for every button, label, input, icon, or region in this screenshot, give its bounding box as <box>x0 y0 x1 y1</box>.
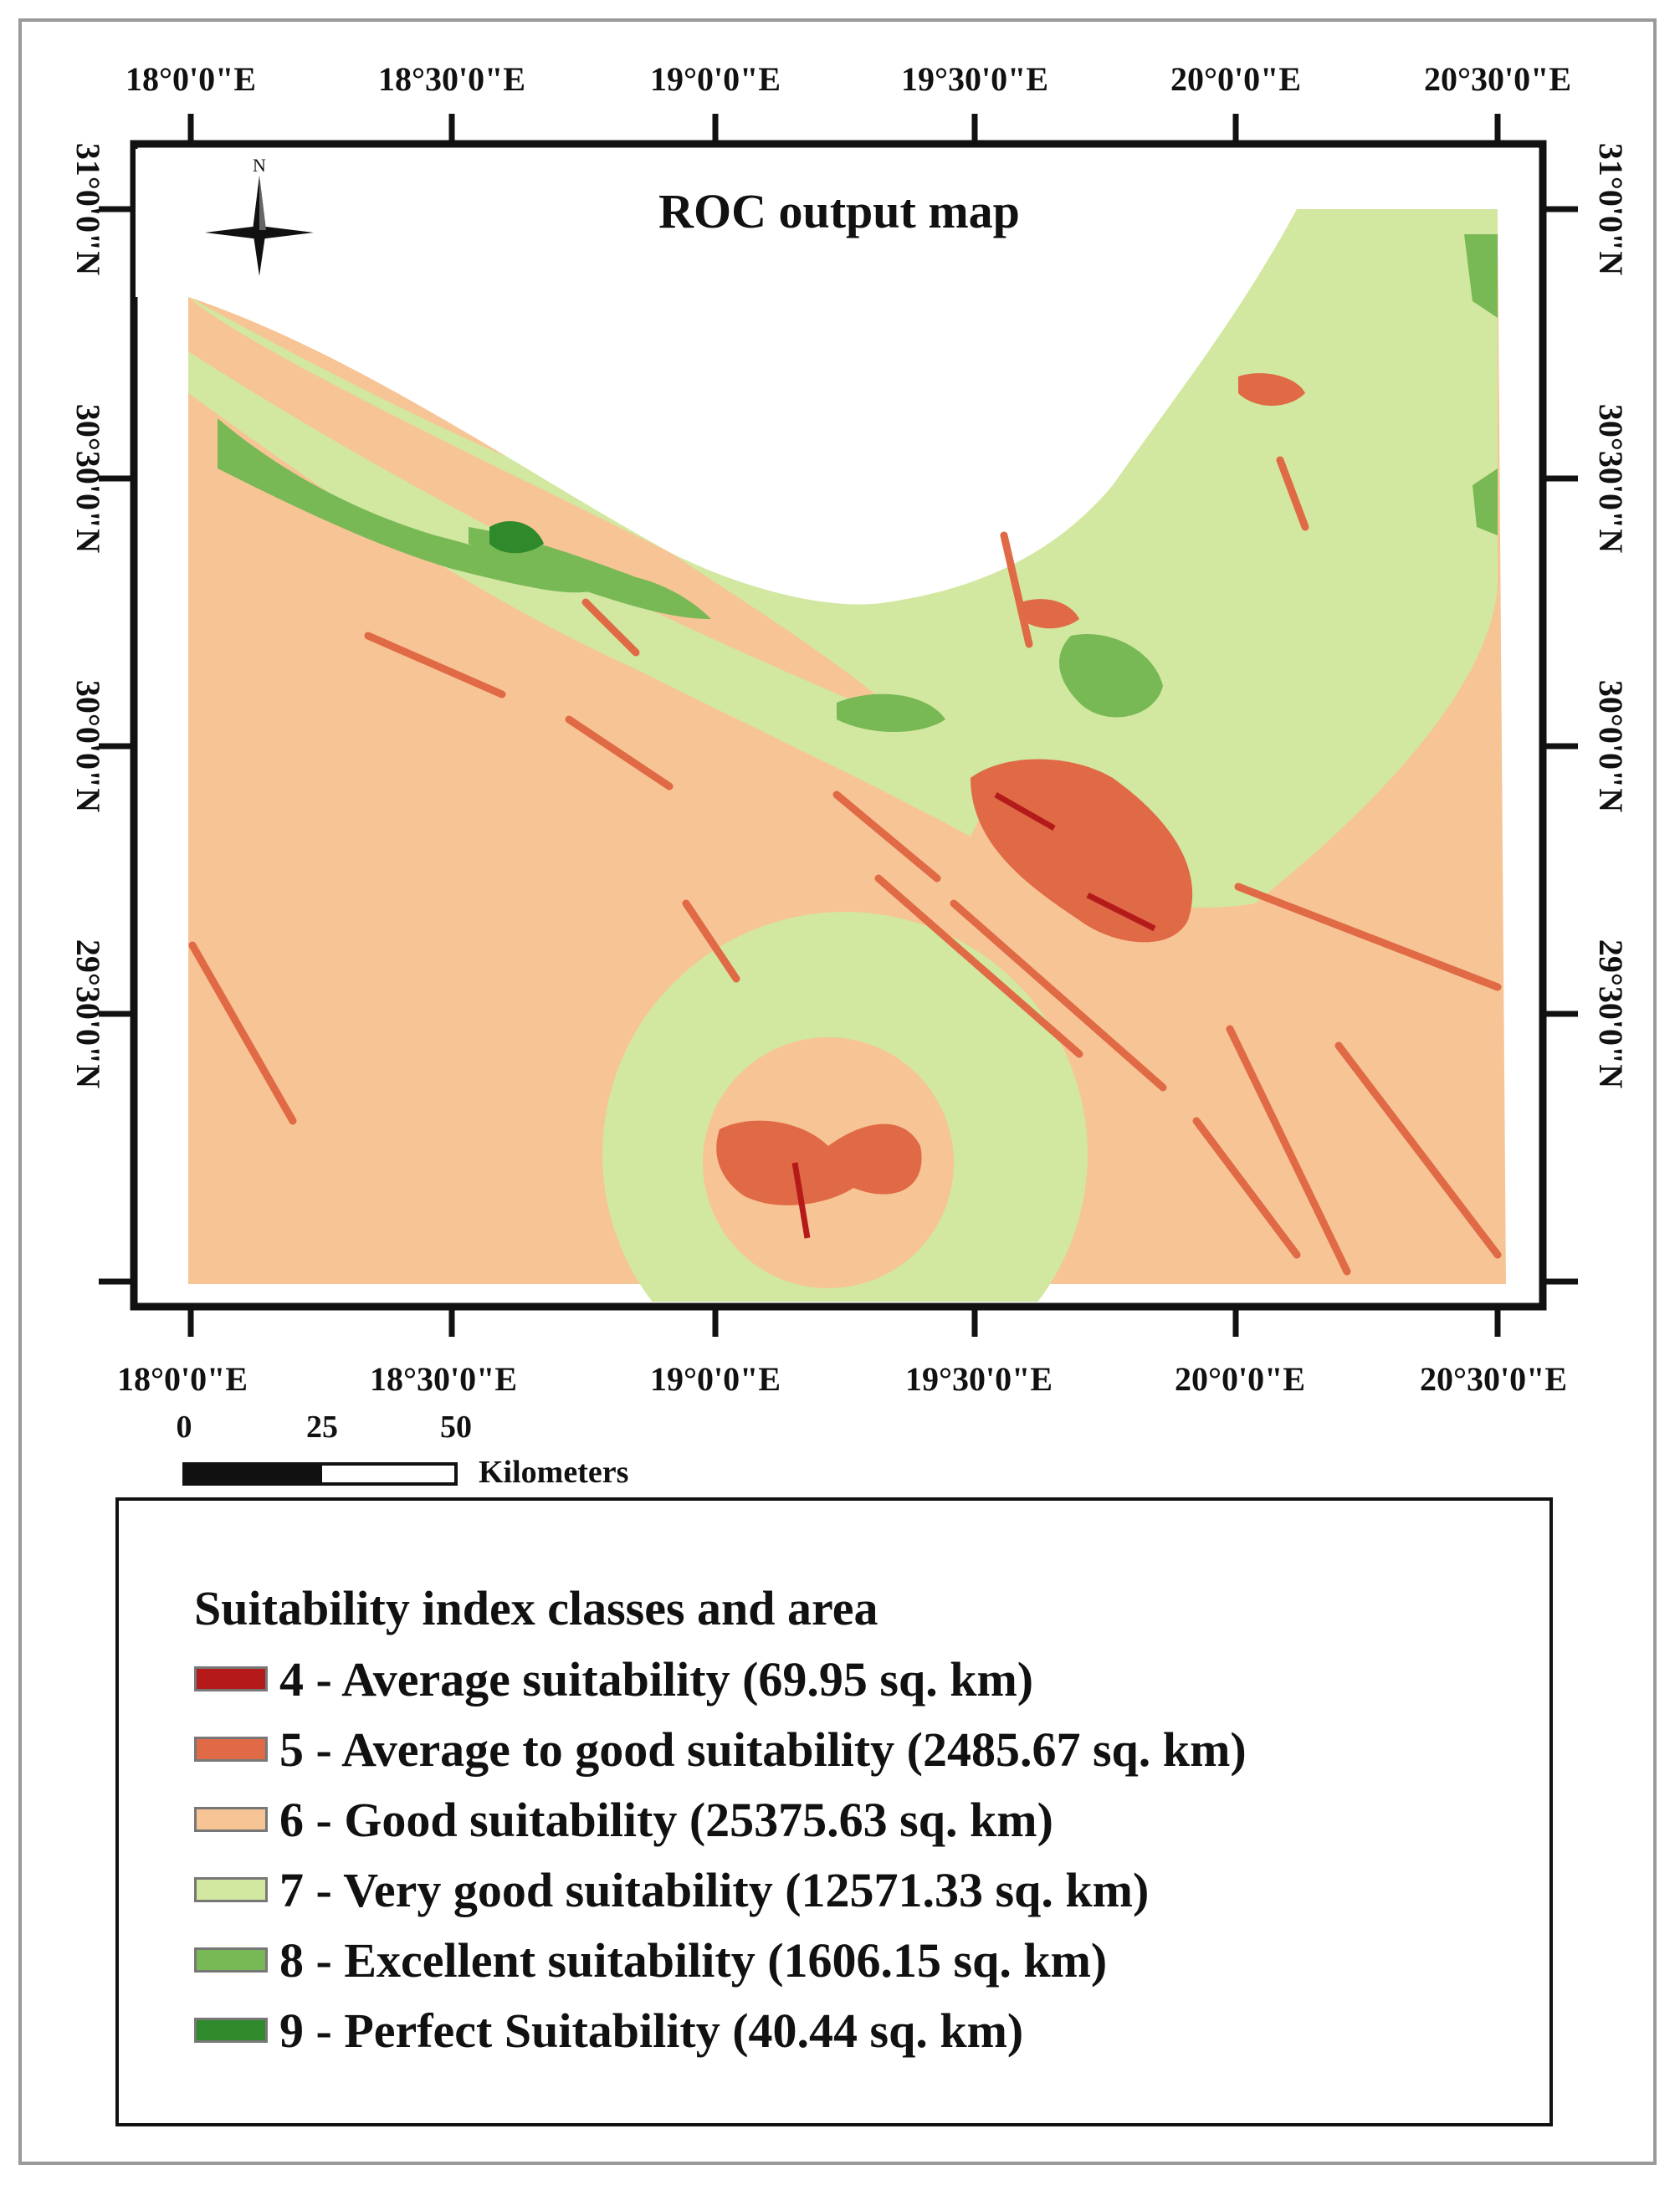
top-lon-label: 18°0'0"E <box>125 60 256 98</box>
class-7-band-lower <box>188 297 1004 837</box>
class-5-patch <box>971 759 1193 943</box>
legend-title: Suitability index classes and area <box>194 1581 878 1635</box>
right-lat-label: 30°30'0"N <box>1592 404 1630 553</box>
left-lat-label: 30°0'0"N <box>69 680 107 812</box>
legend-swatch <box>194 1737 268 1762</box>
legend-swatch <box>194 1807 268 1832</box>
legend-swatch <box>194 2018 268 2043</box>
north-arrow-icon: N <box>205 155 314 276</box>
legend-label: 5 - Average to good suitability (2485.67… <box>279 1722 1247 1777</box>
left-lat-label: 30°30'0"N <box>69 404 107 553</box>
bottom-lon-label: 20°0'0"E <box>1175 1360 1305 1398</box>
bottom-lon-label: 20°30'0"E <box>1420 1360 1567 1398</box>
scale-tick-label: 0 <box>177 1410 192 1445</box>
bottom-lon-label: 19°30'0"E <box>905 1360 1053 1398</box>
right-lat-label: 31°0'0"N <box>1592 143 1630 275</box>
lon-ticks <box>187 114 1501 1337</box>
legend-item-class-7: 7 - Very good suitability (12571.33 sq. … <box>194 1860 1149 1919</box>
top-lon-label: 18°30'0"E <box>378 60 525 98</box>
right-lat-label: 30°0'0"N <box>1592 680 1630 812</box>
legend-label: 6 - Good suitability (25375.63 sq. km) <box>279 1792 1053 1847</box>
legend-item-class-6: 6 - Good suitability (25375.63 sq. km) <box>194 1790 1053 1849</box>
top-lon-label: 20°0'0"E <box>1170 60 1301 98</box>
map-title: ROC output map <box>658 184 1020 238</box>
scale-unit-label: Kilometers <box>479 1455 628 1490</box>
suitability-raster <box>136 149 1506 1302</box>
bottom-lon-label: 19°0'0"E <box>650 1360 781 1398</box>
legend-label: 7 - Very good suitability (12571.33 sq. … <box>279 1862 1150 1917</box>
bottom-lon-label: 18°0'0"E <box>117 1360 248 1398</box>
class-8-patch <box>837 693 945 732</box>
legend-item-class-9: 9 - Perfect Suitability (40.44 sq. km) <box>194 2001 1023 2060</box>
legend-box: Suitability index classes and area 4 - A… <box>115 1497 1553 2126</box>
left-lat-label: 31°0'0"N <box>69 143 107 275</box>
top-lon-label: 19°0'0"E <box>650 60 781 98</box>
legend-item-class-4: 4 - Average suitability (69.95 sq. km) <box>194 1650 1033 1708</box>
scale-bar: 0 25 50 Kilometers <box>177 1410 629 1490</box>
legend-label: 4 - Average suitability (69.95 sq. km) <box>279 1651 1034 1707</box>
sea-no-data <box>136 149 1305 605</box>
top-lon-label: 20°30'0"E <box>1424 60 1571 98</box>
legend-item-class-8: 8 - Excellent suitability (1606.15 sq. k… <box>194 1931 1107 1989</box>
class-5-patch <box>1021 599 1079 629</box>
map-figure: 18°0'0"E 18°30'0"E 19°0'0"E 19°30'0"E 20… <box>69 60 1630 1490</box>
class-5-patch <box>1238 373 1305 406</box>
north-label: N <box>253 155 266 176</box>
lat-ticks <box>99 206 1578 1285</box>
legend-swatch <box>194 1877 268 1902</box>
class-5-lineaments <box>188 456 1502 1276</box>
legend-label: 9 - Perfect Suitability (40.44 sq. km) <box>279 2003 1024 2058</box>
legend-label: 8 - Excellent suitability (1606.15 sq. k… <box>279 1932 1108 1988</box>
class-8-patch <box>1473 468 1498 535</box>
scale-bar-filled-segment <box>184 1464 322 1484</box>
legend-item-class-5: 5 - Average to good suitability (2485.67… <box>194 1720 1247 1778</box>
right-lat-label: 29°30'0"N <box>1592 939 1630 1088</box>
legend-swatch <box>194 1947 268 1973</box>
class-9-patch <box>489 520 544 554</box>
class-8-patch <box>1464 234 1498 318</box>
figure-frame <box>18 18 1657 2165</box>
legend-swatch <box>194 1666 268 1691</box>
scale-tick-label: 25 <box>306 1410 338 1445</box>
class-4-lineaments <box>791 791 1156 1239</box>
top-lon-label: 19°30'0"E <box>901 60 1048 98</box>
scale-tick-label: 50 <box>440 1410 472 1445</box>
class-8-patch <box>1059 634 1163 718</box>
left-lat-label: 29°30'0"N <box>69 939 107 1088</box>
class-5-patch <box>716 1120 922 1205</box>
bottom-lon-label: 18°30'0"E <box>370 1360 517 1398</box>
